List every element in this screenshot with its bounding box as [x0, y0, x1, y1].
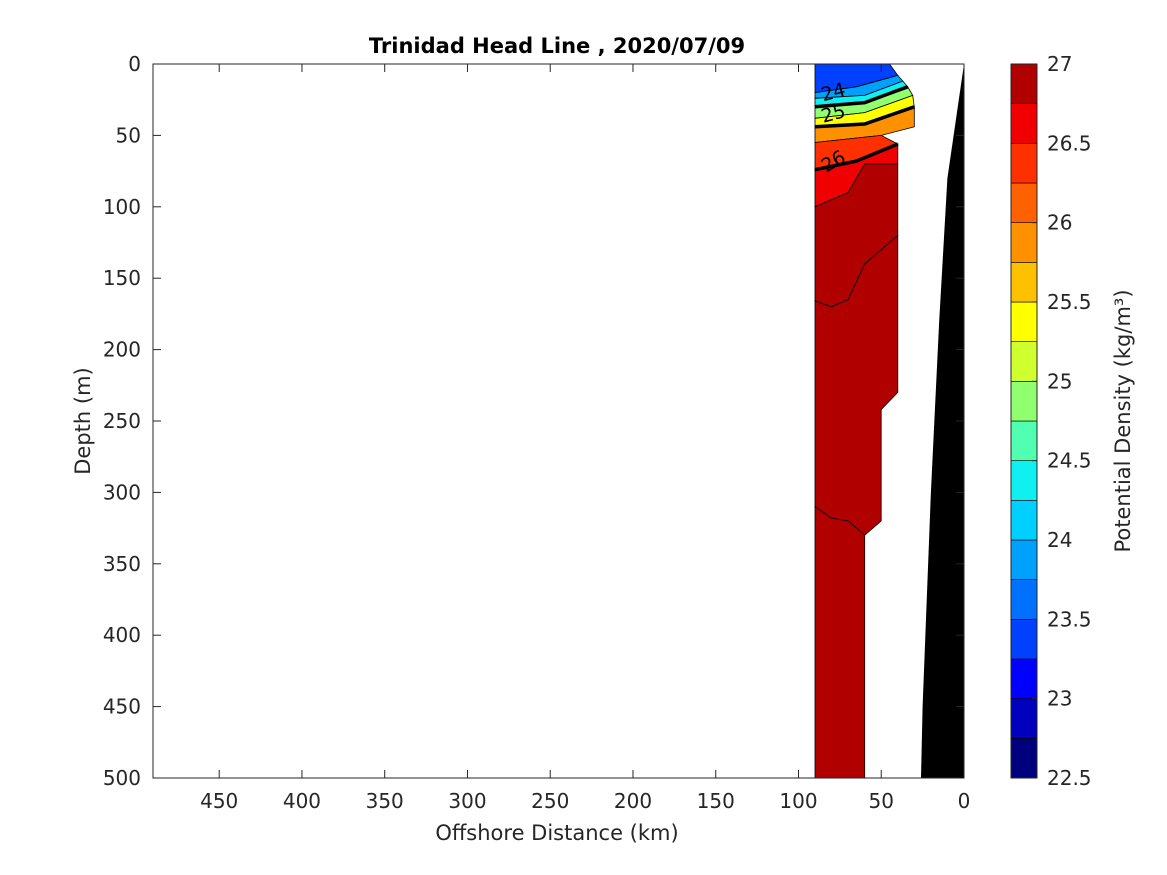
colorbar-band-6: [1010, 500, 1038, 541]
colorbar-band-9: [1010, 381, 1038, 422]
x-tick-label-0: 0: [958, 789, 971, 813]
y-tick-label-50: 50: [116, 123, 141, 147]
x-tick-label-200: 200: [614, 789, 652, 813]
x-tick-label-400: 400: [283, 789, 321, 813]
bold-contour-2: [814, 142, 899, 172]
colorbar-tick-label-26: 26: [1047, 211, 1072, 235]
colorbar-band-13: [1010, 222, 1038, 263]
colorbar-band-0: [1010, 738, 1038, 779]
x-tick-label-250: 250: [531, 789, 569, 813]
colorbar-band-1: [1010, 698, 1038, 739]
colorbar-tick-label-23.5: 23.5: [1047, 607, 1092, 631]
colorbar-band-3: [1010, 619, 1038, 660]
bathymetry: [921, 64, 964, 778]
y-tick-label-500: 500: [103, 766, 141, 790]
y-tick-label-250: 250: [103, 409, 141, 433]
x-tick-label-100: 100: [779, 789, 817, 813]
x-tick-label-450: 450: [200, 789, 238, 813]
colorbar-tick-label-24.5: 24.5: [1047, 449, 1092, 473]
y-tick-label-200: 200: [103, 338, 141, 362]
seafloor: [921, 64, 964, 778]
colorbar-tick-label-24: 24: [1047, 528, 1072, 552]
colorbar-band-11: [1010, 301, 1038, 342]
bold-contour-1: [814, 105, 915, 129]
colorbar-band-5: [1010, 539, 1038, 580]
x-tick-label-300: 300: [448, 789, 486, 813]
colorbar-band-15: [1010, 143, 1038, 184]
colorbar: 27 26.5 26 25.5 25 24.5 24 23.5 23 22.5: [1010, 52, 1092, 790]
colorbar-tick-label-26.5: 26.5: [1047, 131, 1092, 155]
x-axis-label: Offshore Distance (km): [435, 821, 678, 845]
chart-title: Trinidad Head Line , 2020/07/09: [369, 34, 745, 58]
y-tick-label-400: 400: [103, 623, 141, 647]
x-tick-label-50: 50: [869, 789, 894, 813]
y-tick-label-450: 450: [103, 695, 141, 719]
colorbar-band-12: [1010, 262, 1038, 303]
contour-region-10: [814, 505, 866, 779]
x-tick-label-350: 350: [366, 789, 404, 813]
y-tick-label-300: 300: [103, 480, 141, 504]
bold-contour-0: [814, 85, 909, 109]
colorbar-band-7: [1010, 460, 1038, 501]
colorbar-band-10: [1010, 341, 1038, 382]
y-tick-label-350: 350: [103, 552, 141, 576]
colorbar-label: Potential Density (kg/m³): [1111, 289, 1135, 552]
contour-regions: [814, 63, 915, 779]
colorbar-band-4: [1010, 579, 1038, 620]
colorbar-band-16: [1010, 103, 1038, 144]
colorbar-tick-label-27: 27: [1047, 52, 1072, 76]
colorbar-band-8: [1010, 420, 1038, 461]
colorbar-tick-label-22.5: 22.5: [1047, 766, 1092, 790]
colorbar-tick-label-25.5: 25.5: [1047, 290, 1092, 314]
y-axis-ticks: 0 50 100 150 200 250 300 350 400 450 500: [103, 52, 964, 790]
colorbar-band-2: [1010, 658, 1038, 699]
colorbar-band-17: [1010, 63, 1038, 104]
colorbar-frame: [1010, 63, 1038, 779]
x-tick-label-150: 150: [697, 789, 735, 813]
colorbar-tick-label-25: 25: [1047, 369, 1072, 393]
y-tick-label-150: 150: [103, 266, 141, 290]
y-axis-label: Depth (m): [71, 367, 95, 474]
colorbar-band-14: [1010, 182, 1038, 223]
colorbar-tick-label-23: 23: [1047, 687, 1072, 711]
x-axis-ticks: 450 400 350 300 250 200 150 100 50 0: [200, 64, 970, 813]
y-tick-label-100: 100: [103, 195, 141, 219]
y-tick-label-0: 0: [128, 52, 141, 76]
